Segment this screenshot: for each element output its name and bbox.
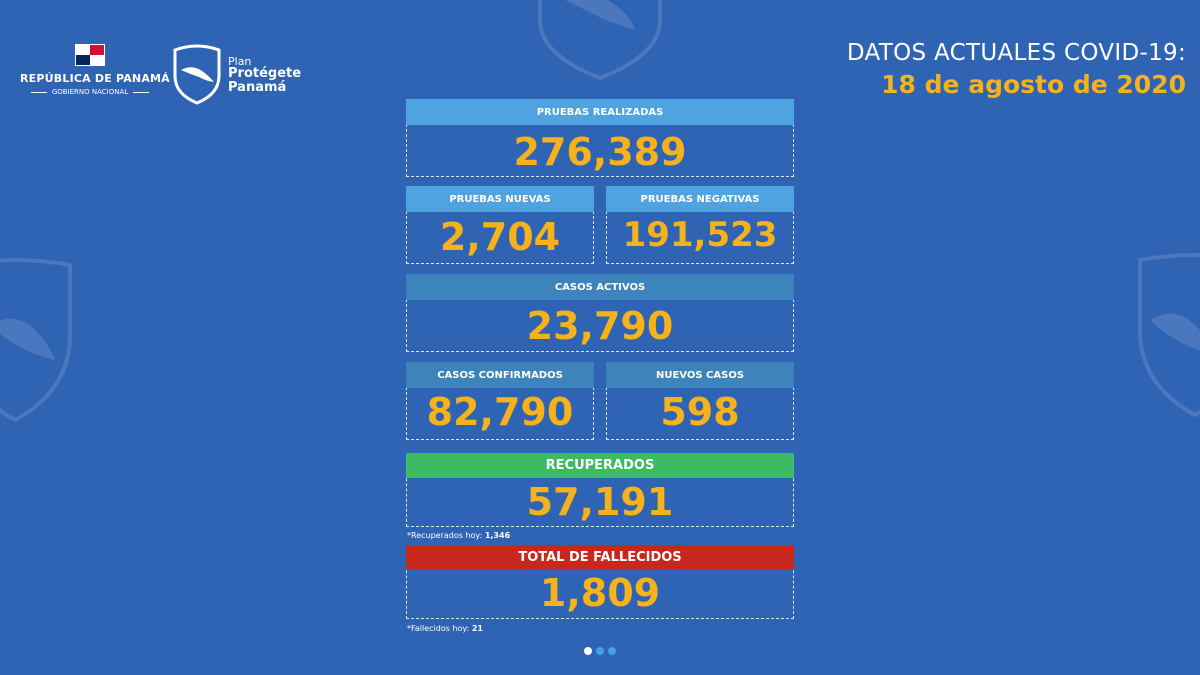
background-shield-icon [0,258,72,423]
casos-confirmados-value: 82,790 [426,390,574,434]
panama-flag-icon [75,44,105,66]
carousel-pagination [584,647,616,655]
plan-name-line1: Protégete [228,66,302,82]
government-label: GOBIERNO NACIONAL [51,88,129,96]
casos-activos-label: CASOS ACTIVOS [406,274,794,300]
pruebas-negativas-label: PRUEBAS NEGATIVAS [606,186,794,212]
recuperados-value: 57,191 [526,480,674,524]
pruebas-realizadas-value: 276,389 [513,130,687,174]
page-title-block: DATOS ACTUALES COVID-19: 18 de agosto de… [847,40,1186,99]
plan-protegete-logo: Plan Protégete Panamá [172,44,301,106]
shield-icon [173,44,221,105]
pruebas-nuevas-label: PRUEBAS NUEVAS [406,186,594,212]
recuperados-label: RECUPERADOS [406,453,794,478]
background-shield-icon [538,0,662,80]
pagination-dot-2[interactable] [596,647,604,655]
plan-label: Plan [228,54,252,68]
fallecidos-hoy-note: *Fallecidos hoy: 21 [407,624,483,633]
casos-activos-value: 23,790 [526,304,674,348]
plan-name-line2: Panamá [228,79,287,95]
report-date: 18 de agosto de 2020 [881,70,1186,99]
nuevos-casos-label: NUEVOS CASOS [606,362,794,388]
fallecidos-value: 1,809 [539,571,661,615]
page-title: DATOS ACTUALES COVID-19: [846,40,1186,66]
recuperados-hoy-note: *Recuperados hoy: 1,346 [407,531,511,540]
pruebas-realizadas-label: PRUEBAS REALIZADAS [406,99,794,125]
fallecidos-label: TOTAL DE FALLECIDOS [406,545,794,569]
republic-title: REPÚBLICA DE PANAMÁ [20,72,170,85]
nuevos-casos-value: 598 [660,390,740,434]
casos-confirmados-label: CASOS CONFIRMADOS [406,362,594,388]
background-shield-icon [1138,253,1200,418]
republic-logo: REPÚBLICA DE PANAMÁ GOBIERNO NACIONAL [20,44,170,96]
pagination-dot-1[interactable] [584,647,592,655]
pruebas-nuevas-value: 2,704 [439,215,561,259]
pagination-dot-3[interactable] [608,647,616,655]
pruebas-negativas-value: 191,523 [622,215,778,255]
